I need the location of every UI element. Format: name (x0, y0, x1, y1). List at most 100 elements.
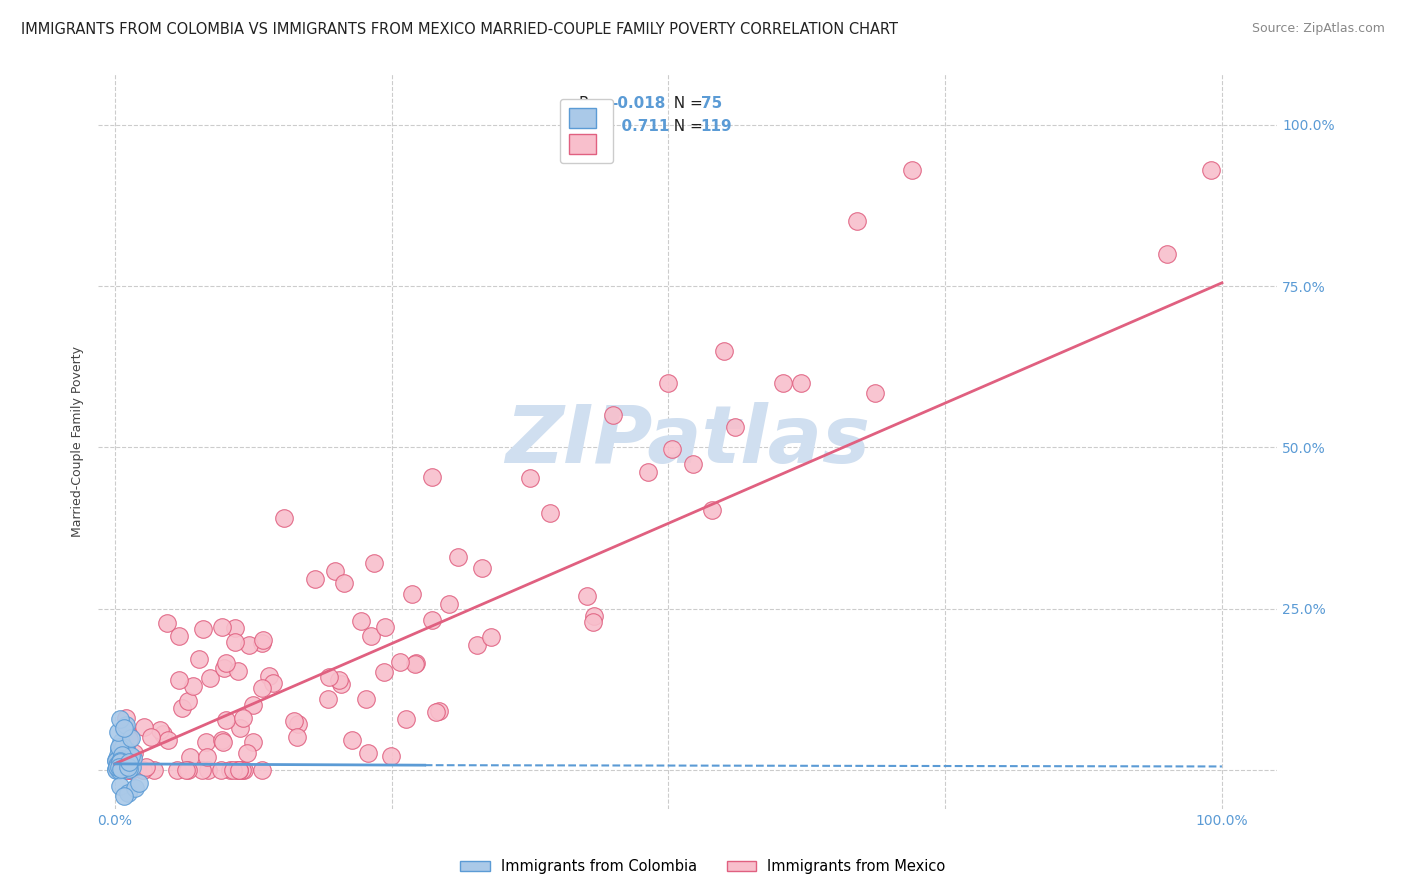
Point (112, 789, 135, 804)
Point (105, 757, 128, 772)
Point (420, 613, 443, 627)
Point (172, 701, 194, 715)
Text: 119: 119 (700, 120, 733, 134)
Point (108, 754, 131, 768)
Point (194, 735, 217, 749)
Point (111, 758, 134, 772)
Point (273, 511, 295, 525)
Point (152, 727, 174, 741)
Point (114, 764, 136, 778)
Text: 75: 75 (700, 96, 721, 112)
Text: -0.018: -0.018 (612, 96, 665, 112)
Point (181, 679, 204, 693)
Point (107, 739, 129, 754)
Point (139, 731, 162, 745)
Legend: , : , (560, 99, 613, 162)
Point (124, 781, 146, 796)
Point (156, 616, 179, 631)
Point (120, 731, 142, 745)
Point (107, 757, 129, 772)
Point (252, 764, 274, 778)
Point (845, 214, 868, 228)
Point (121, 760, 143, 774)
Point (117, 786, 139, 800)
Point (356, 692, 378, 706)
Point (114, 718, 136, 732)
Point (110, 752, 132, 766)
Point (167, 673, 190, 687)
Point (104, 753, 127, 767)
Point (179, 750, 201, 764)
Point (107, 754, 129, 768)
Point (112, 744, 135, 758)
Point (332, 576, 354, 591)
Point (108, 760, 131, 774)
Point (105, 763, 128, 777)
Point (395, 712, 418, 726)
Point (865, 386, 887, 401)
Point (318, 670, 340, 684)
Point (117, 726, 139, 740)
Point (108, 756, 131, 771)
Point (107, 756, 129, 770)
Point (214, 713, 236, 727)
Point (637, 465, 659, 479)
Point (404, 657, 426, 671)
Point (120, 764, 142, 778)
Point (105, 761, 128, 775)
Point (420, 469, 443, 483)
Point (177, 694, 200, 708)
Point (105, 751, 128, 765)
Point (772, 376, 794, 391)
Point (195, 749, 218, 764)
Point (117, 755, 139, 769)
Point (602, 408, 624, 422)
Point (218, 764, 240, 778)
Text: N =: N = (664, 120, 707, 134)
Point (107, 764, 129, 778)
Point (111, 762, 134, 776)
Point (110, 749, 132, 764)
Point (132, 720, 155, 734)
Point (304, 572, 326, 586)
Point (224, 621, 246, 635)
Point (231, 764, 253, 778)
Point (110, 753, 132, 767)
Point (323, 564, 346, 578)
Point (373, 665, 395, 680)
Point (107, 753, 129, 767)
Point (132, 764, 155, 778)
Point (197, 764, 219, 778)
Point (107, 763, 129, 777)
Point (115, 756, 138, 770)
Point (1156, 247, 1178, 261)
Point (108, 742, 131, 756)
Point (661, 442, 683, 456)
Point (238, 638, 260, 652)
Point (200, 671, 222, 685)
Point (105, 763, 128, 777)
Point (118, 757, 141, 772)
Point (242, 735, 264, 749)
Point (114, 723, 136, 737)
Point (128, 776, 150, 790)
Point (115, 759, 138, 773)
Point (228, 764, 250, 778)
Point (112, 750, 135, 764)
Point (115, 761, 138, 775)
Point (135, 760, 157, 774)
Point (401, 587, 423, 601)
Point (104, 754, 127, 768)
Point (157, 732, 180, 747)
Point (117, 759, 139, 773)
Point (111, 747, 134, 762)
Point (360, 629, 382, 643)
Text: N =: N = (664, 96, 707, 112)
Point (236, 746, 259, 760)
Point (901, 162, 924, 177)
Point (328, 673, 350, 688)
Point (471, 560, 494, 574)
Point (479, 630, 502, 644)
Point (657, 376, 679, 390)
Point (209, 764, 232, 778)
